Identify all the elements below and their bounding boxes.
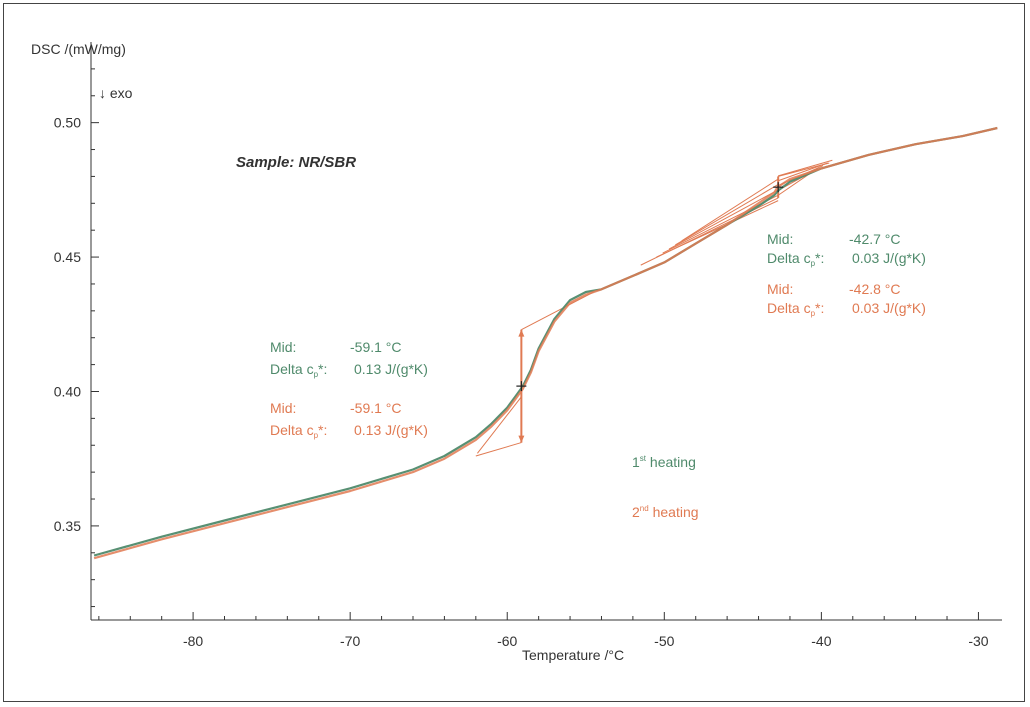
annotation-mid-label: Mid:	[767, 281, 793, 297]
dsc-chart: -80 -70 -60 -50 -40 -30 0.35 0.40 0.45 0.50 DSC /…	[31, 41, 1002, 663]
tg-baseline-high	[521, 291, 594, 331]
x-tick-label: -30	[968, 633, 988, 649]
annotation-delta-label: Delta cp*:	[767, 300, 824, 318]
annotation-mid-label: Mid:	[270, 400, 296, 416]
annotation-mid-value: -59.1 °C	[350, 339, 402, 355]
annotation-left-2nd-heating: Mid: -59.1 °C Delta cp*: 0.13 J/(g*K)	[270, 400, 428, 440]
tg-arrow-down	[518, 435, 525, 443]
y-tick-label: 0.40	[54, 383, 81, 399]
annotation-mid-value: -59.1 °C	[350, 400, 402, 416]
x-tick-label: -60	[497, 633, 517, 649]
y-axis-label: DSC /(mW/mg)	[31, 41, 126, 57]
x-axis-label: Temperature /°C	[522, 647, 624, 663]
y-tick-label: 0.50	[54, 115, 81, 131]
chart-frame: -80 -70 -60 -50 -40 -30 0.35 0.40 0.45 0.50 DSC /…	[3, 3, 1025, 702]
annotation-delta-value: 0.13 J/(g*K)	[354, 361, 428, 377]
tg-baseline-low	[475, 442, 522, 457]
series-line-1st-heating	[93, 126, 998, 557]
x-tick-label: -40	[811, 633, 831, 649]
axis-tick-labels: -80 -70 -60 -50 -40 -30 0.35 0.40 0.45 0.50	[54, 115, 989, 649]
annotation-right-1st-heating: Mid: -42.7 °C Delta cp*: 0.03 J/(g*K)	[767, 231, 926, 268]
annotation-delta-label: Delta cp*:	[767, 250, 824, 268]
x-tick-label: -80	[183, 633, 203, 649]
annotation-delta-value: 0.13 J/(g*K)	[354, 422, 428, 438]
exo-direction-label: ↓ exo	[99, 85, 133, 101]
tg-midpoint-markers	[516, 182, 784, 392]
annotation-mid-label: Mid:	[270, 339, 296, 355]
tg-fan-line	[656, 200, 779, 258]
annotation-mid-label: Mid:	[767, 231, 793, 247]
tg-fan-line	[675, 184, 779, 246]
annotation-right-2nd-heating: Mid: -42.8 °C Delta cp*: 0.03 J/(g*K)	[767, 281, 926, 318]
axis-ticks	[91, 68, 979, 620]
tg-fan-line	[778, 162, 828, 182]
annotation-mid-value: -42.8 °C	[849, 281, 901, 297]
annotation-left-1st-heating: Mid: -59.1 °C Delta cp*: 0.13 J/(g*K)	[270, 339, 428, 379]
series-line-2nd-heating	[93, 126, 998, 560]
series-layer	[93, 126, 998, 560]
legend-item-2nd-heating: 2nd heating	[632, 504, 699, 520]
legend-item-1st-heating: 1st heating	[632, 454, 696, 470]
annotation-delta-value: 0.03 J/(g*K)	[852, 300, 926, 316]
x-tick-label: -70	[340, 633, 360, 649]
tg-fan-line	[778, 159, 833, 177]
legend: 1st heating 2nd heating	[632, 454, 699, 520]
x-tick-label: -50	[654, 633, 674, 649]
tg-fan-line	[681, 178, 779, 242]
annotation-mid-value: -42.7 °C	[849, 231, 901, 247]
y-tick-label: 0.35	[54, 518, 81, 534]
annotation-delta-value: 0.03 J/(g*K)	[852, 250, 926, 266]
annotation-delta-label: Delta cp*:	[270, 422, 327, 440]
annotation-delta-label: Delta cp*:	[270, 361, 327, 379]
tg-tangent-line	[476, 396, 522, 454]
tg-fan-line	[668, 189, 779, 250]
chart-title: Sample: NR/SBR	[236, 154, 356, 171]
y-tick-label: 0.45	[54, 249, 81, 265]
tg-arrow-up	[518, 329, 525, 337]
